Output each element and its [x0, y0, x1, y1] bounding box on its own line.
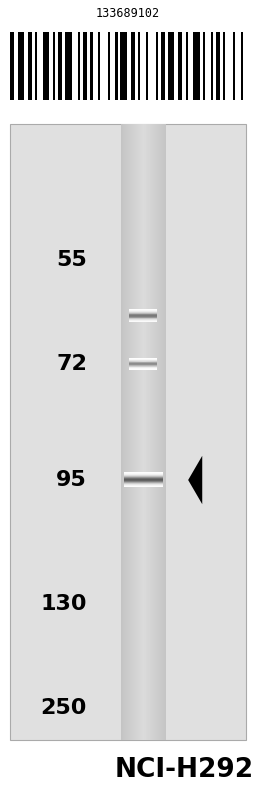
- Bar: [35, 32, 37, 100]
- Bar: [126, 124, 127, 740]
- Bar: [151, 124, 152, 740]
- Bar: [146, 32, 148, 100]
- Bar: [121, 124, 122, 740]
- Bar: [130, 124, 131, 740]
- Bar: [161, 32, 165, 100]
- Bar: [127, 124, 128, 740]
- Bar: [124, 124, 125, 740]
- Bar: [10, 32, 15, 100]
- Bar: [139, 124, 140, 740]
- Bar: [125, 124, 126, 740]
- Bar: [138, 32, 140, 100]
- Bar: [149, 124, 150, 740]
- Bar: [145, 124, 146, 740]
- Bar: [131, 124, 132, 740]
- Text: 72: 72: [56, 354, 87, 374]
- Bar: [10, 124, 246, 740]
- Bar: [163, 124, 164, 740]
- Bar: [241, 32, 243, 100]
- Bar: [162, 124, 163, 740]
- Bar: [53, 32, 55, 100]
- Bar: [158, 124, 159, 740]
- Bar: [142, 124, 143, 740]
- Bar: [160, 124, 161, 740]
- Bar: [0, 16, 256, 104]
- Bar: [223, 32, 225, 100]
- Bar: [129, 124, 130, 740]
- Bar: [65, 32, 72, 100]
- Bar: [159, 124, 160, 740]
- Text: 133689102: 133689102: [96, 7, 160, 20]
- Bar: [136, 124, 137, 740]
- Bar: [203, 32, 205, 100]
- Bar: [146, 124, 147, 740]
- Bar: [123, 124, 124, 740]
- Bar: [148, 124, 149, 740]
- Bar: [135, 124, 136, 740]
- Bar: [138, 124, 139, 740]
- Bar: [134, 124, 135, 740]
- Bar: [141, 124, 142, 740]
- Bar: [90, 32, 93, 100]
- Bar: [143, 124, 144, 740]
- Polygon shape: [188, 456, 202, 504]
- Bar: [165, 124, 166, 740]
- Text: 130: 130: [40, 594, 87, 614]
- Bar: [157, 124, 158, 740]
- Bar: [168, 32, 175, 100]
- Bar: [122, 124, 123, 740]
- Bar: [152, 124, 153, 740]
- Text: 95: 95: [56, 470, 87, 490]
- Bar: [156, 32, 158, 100]
- Bar: [133, 124, 134, 740]
- Bar: [121, 32, 127, 100]
- Text: 250: 250: [41, 698, 87, 718]
- Bar: [216, 32, 220, 100]
- Bar: [137, 124, 138, 740]
- Bar: [164, 124, 165, 740]
- Bar: [140, 124, 141, 740]
- Bar: [18, 32, 24, 100]
- Bar: [233, 32, 235, 100]
- Bar: [161, 124, 162, 740]
- Bar: [211, 32, 213, 100]
- Bar: [193, 32, 199, 100]
- Bar: [58, 32, 62, 100]
- Bar: [83, 32, 87, 100]
- Bar: [154, 124, 155, 740]
- Bar: [153, 124, 154, 740]
- Bar: [155, 124, 156, 740]
- Bar: [150, 124, 151, 740]
- Bar: [147, 124, 148, 740]
- Bar: [186, 32, 188, 100]
- Bar: [131, 32, 135, 100]
- Bar: [178, 32, 182, 100]
- Bar: [132, 124, 133, 740]
- Bar: [28, 32, 32, 100]
- Bar: [98, 32, 100, 100]
- Bar: [78, 32, 80, 100]
- Text: NCI-H292: NCI-H292: [115, 757, 254, 782]
- Bar: [115, 32, 118, 100]
- Bar: [43, 32, 49, 100]
- Text: 55: 55: [56, 250, 87, 270]
- Bar: [144, 124, 145, 740]
- Bar: [108, 32, 110, 100]
- Bar: [128, 124, 129, 740]
- Bar: [156, 124, 157, 740]
